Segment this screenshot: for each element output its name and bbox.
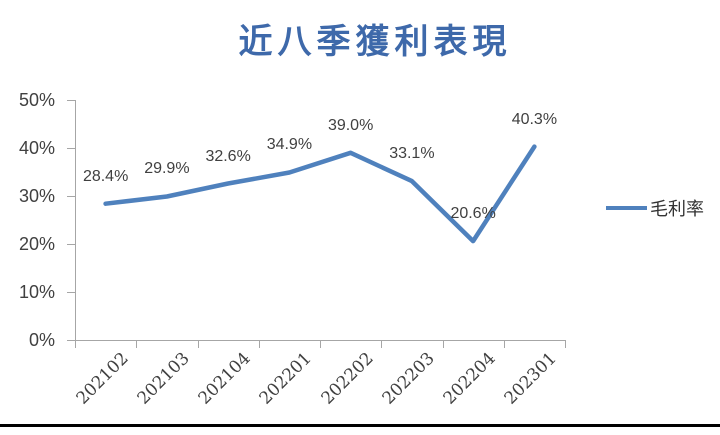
y-tick-label: 50% <box>18 90 55 110</box>
data-point-label: 33.1% <box>389 145 435 163</box>
y-tick-label: 40% <box>18 138 55 158</box>
y-tick-label: 30% <box>18 186 55 206</box>
data-point-label: 39.0% <box>327 116 374 134</box>
chart-title: 近八季獲利表現 <box>238 23 512 61</box>
data-point-label: 29.9% <box>144 160 190 178</box>
legend-series-label: 毛利率 <box>650 199 704 220</box>
legend-line-sample-icon <box>606 206 647 210</box>
data-point-label: 40.3% <box>511 110 558 128</box>
y-tick-label: 20% <box>18 234 55 254</box>
bottom-border-rule <box>0 424 720 427</box>
data-point-label: 34.9% <box>266 136 313 154</box>
series-line-毛利率 <box>103 144 537 244</box>
y-tick-label: 10% <box>18 282 55 302</box>
data-point-label: 20.6% <box>450 205 496 223</box>
legend: 毛利率 <box>606 199 704 220</box>
y-tick-label: 0% <box>28 330 55 350</box>
data-point-label: 32.6% <box>205 147 251 165</box>
data-point-label: 28.4% <box>82 167 129 185</box>
